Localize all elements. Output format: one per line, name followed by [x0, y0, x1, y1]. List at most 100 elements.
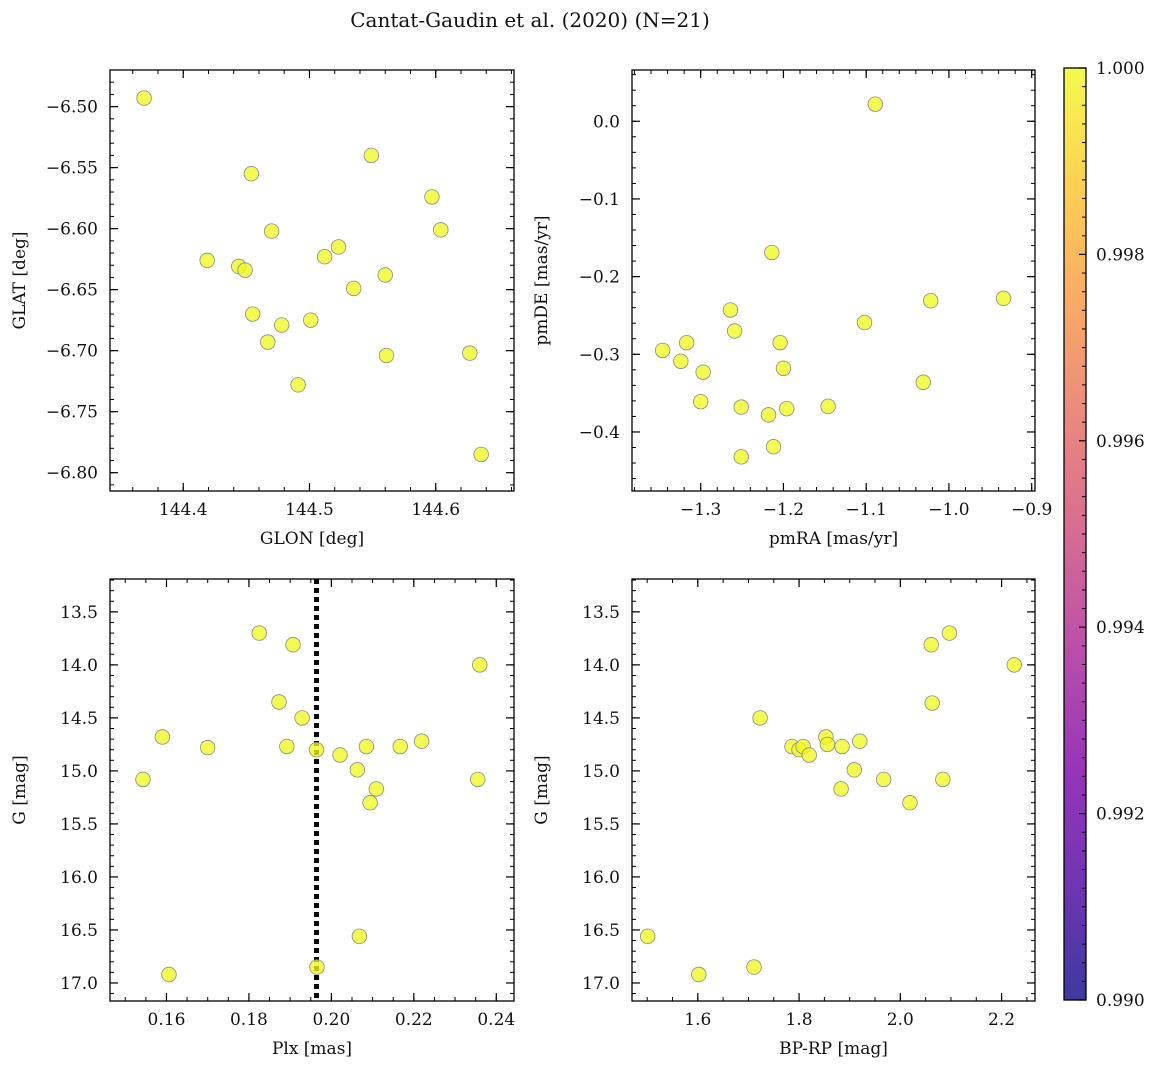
data-point [308, 742, 325, 758]
colorbar-tick-label: 0.990 [1096, 991, 1145, 1011]
x-axis-label: GLON [deg] [260, 529, 364, 549]
data-point [733, 449, 749, 465]
data-point [244, 306, 261, 322]
data-point [424, 189, 440, 205]
data-point [161, 966, 177, 983]
y-axis-label: GLAT [deg] [10, 231, 30, 329]
y-tick-label: 14.5 [582, 709, 620, 729]
data-point [779, 400, 795, 417]
colorbar-tick-label: 0.996 [1096, 432, 1145, 452]
data-point [345, 280, 362, 297]
x-tick-label: −1.0 [928, 500, 969, 520]
x-tick-label: 144.5 [285, 500, 334, 520]
data-point [867, 96, 883, 112]
y-tick-label: −6.80 [46, 464, 98, 484]
data-point [726, 323, 743, 339]
x-tick-label: 2.0 [887, 1010, 914, 1030]
x-tick-label: 1.8 [786, 1010, 813, 1030]
data-point [834, 738, 850, 755]
data-point [472, 657, 488, 673]
data-point [639, 928, 656, 945]
y-axis-label: pmDE [mas/yr] [532, 215, 552, 345]
data-point [363, 147, 380, 164]
data-point [200, 739, 216, 756]
data-point [309, 959, 325, 975]
x-tick-label: 144.4 [159, 500, 208, 520]
data-point [673, 353, 689, 369]
y-tick-label: 15.0 [60, 762, 98, 782]
y-tick-label: 16.0 [60, 868, 98, 888]
data-point [695, 364, 711, 380]
x-tick-label: −1.3 [680, 500, 721, 520]
data-point [285, 637, 301, 653]
y-tick-label: 17.0 [60, 974, 98, 994]
y-tick-label: 15.0 [582, 762, 620, 782]
x-tick-label: 0.18 [230, 1010, 268, 1030]
x-tick-label: 1.6 [684, 1010, 711, 1030]
data-point [154, 729, 171, 745]
y-tick-label: −0.2 [579, 268, 620, 288]
data-point [358, 738, 375, 755]
data-point [279, 738, 295, 755]
y-tick-label: 16.0 [582, 868, 620, 888]
data-point [833, 781, 849, 797]
y-tick-label: −6.65 [46, 281, 98, 301]
data-point [362, 795, 378, 811]
data-point [820, 398, 836, 415]
data-point [915, 374, 931, 390]
colorbar: 0.990 0.992 0.994 0.996 0.998 1.000 [1063, 59, 1145, 1011]
colorbar-tick-label: 0.998 [1096, 245, 1145, 265]
data-point [351, 928, 368, 945]
data-point [801, 747, 817, 763]
data-point [923, 637, 939, 653]
data-point [135, 771, 151, 788]
y-axis-label: G [mag] [10, 755, 30, 824]
axes-frame [631, 578, 1036, 1002]
colorbar-tick-label: 0.994 [1096, 618, 1145, 638]
data-point [856, 314, 873, 331]
data-point [473, 446, 489, 463]
data-point [316, 249, 333, 265]
data-point [923, 292, 939, 309]
data-point [243, 166, 260, 182]
data-point [413, 733, 430, 749]
data-point [752, 710, 768, 726]
data-point [746, 959, 762, 975]
x-tick-label: 0.20 [312, 1010, 350, 1030]
x-axis-label: BP-RP [mag] [779, 1039, 888, 1059]
data-point [775, 360, 792, 376]
data-point [263, 223, 280, 239]
x-axis-label: Plx [mas] [272, 1039, 352, 1059]
x-tick-label: −1.2 [763, 500, 804, 520]
data-point [349, 762, 366, 778]
data-point [260, 334, 276, 350]
x-tick-label: 144.6 [411, 500, 460, 520]
panel-glon-glat: 144.4 144.5 144.6 −6.80 −6.75 −6.70 −6.65 −6.60… [10, 69, 515, 549]
x-tick-label: 0.22 [395, 1010, 433, 1030]
axes-frame [109, 69, 515, 492]
data-point [941, 625, 958, 641]
colorbar-tick-label: 0.992 [1096, 805, 1145, 825]
x-tick-label: −0.9 [1011, 500, 1052, 520]
colorbar-fill [1064, 68, 1086, 1000]
x-tick-label: 0.24 [477, 1010, 515, 1030]
y-tick-label: 15.5 [582, 815, 620, 835]
panel-plx-g: 0.16 0.18 0.20 0.22 0.24 13.5 14.0 14.5 15.0 15.5… [10, 578, 515, 1059]
x-axis-label: pmRA [mas/yr] [769, 529, 898, 549]
data-point [294, 710, 310, 726]
y-tick-label: 13.5 [60, 603, 98, 623]
y-tick-label: 14.0 [582, 656, 620, 676]
y-tick-label: 16.5 [60, 921, 98, 941]
axes-frame [631, 69, 1036, 492]
data-point [199, 252, 215, 269]
data-point [678, 334, 695, 351]
data-point [392, 738, 408, 755]
data-point [251, 625, 267, 641]
data-point [935, 771, 951, 788]
data-point [722, 302, 739, 318]
data-point [1006, 657, 1022, 673]
panels: 144.4 144.5 144.6 −6.80 −6.75 −6.70 −6.65 −6.60… [10, 69, 1052, 1059]
x-tick-label: −1.1 [846, 500, 887, 520]
